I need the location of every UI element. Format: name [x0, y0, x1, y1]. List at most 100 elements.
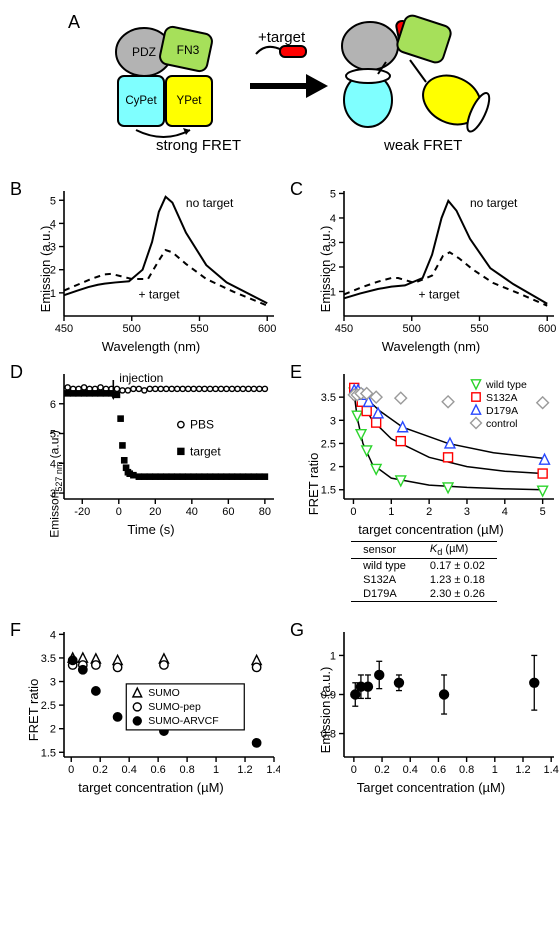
panel-c-label: C [290, 179, 303, 200]
svg-text:PDZ: PDZ [132, 45, 156, 59]
svg-text:6: 6 [50, 399, 56, 411]
svg-text:1: 1 [492, 764, 498, 776]
svg-text:0.4: 0.4 [122, 764, 137, 776]
svg-text:0.2: 0.2 [93, 764, 108, 776]
svg-text:1: 1 [388, 506, 394, 518]
panel-f-xlabel: target concentration (µM) [8, 780, 280, 795]
svg-text:0.8: 0.8 [459, 764, 474, 776]
svg-text:550: 550 [190, 323, 208, 335]
svg-text:5: 5 [540, 506, 546, 518]
svg-text:2: 2 [330, 462, 336, 474]
svg-text:550: 550 [470, 323, 488, 335]
panel-e-chart: 0123451.522.533.5wild typeS132AD179Acont… [302, 366, 560, 521]
svg-text:2: 2 [426, 506, 432, 518]
svg-text:0: 0 [68, 764, 74, 776]
svg-text:500: 500 [123, 323, 141, 335]
svg-text:target: target [190, 444, 221, 458]
panel-b-ylabel: Emission (a.u.) [38, 225, 53, 312]
svg-text:5: 5 [50, 195, 56, 207]
svg-text:450: 450 [55, 323, 73, 335]
kd-hdr-kd: Kd (µM) [418, 542, 497, 559]
svg-text:1.5: 1.5 [41, 747, 56, 759]
panel-b-xlabel: Wavelength (nm) [8, 339, 280, 354]
panel-f: F FRET ratio 00.20.40.60.811.21.41.522.5… [8, 624, 280, 795]
svg-text:PBS: PBS [190, 418, 214, 432]
svg-text:+ target: + target [419, 287, 461, 301]
panel-a: A PDZ FN3 CyPet YPet strong FRET +target [8, 12, 552, 177]
svg-text:no target: no target [470, 196, 518, 210]
svg-text:1: 1 [213, 764, 219, 776]
kd-r2c1: 2.30 ± 0.26 [418, 587, 497, 602]
svg-text:80: 80 [259, 506, 271, 518]
panel-a-label: A [68, 12, 80, 33]
panel-e-label: E [290, 362, 302, 383]
svg-text:3: 3 [330, 415, 336, 427]
svg-text:control: control [486, 418, 518, 430]
kd-r1c1: 1.23 ± 0.18 [418, 573, 497, 587]
kd-hdr-sensor: sensor [351, 542, 418, 559]
svg-text:1.4: 1.4 [544, 764, 559, 776]
svg-text:wild type: wild type [485, 379, 527, 391]
svg-text:2.5: 2.5 [321, 438, 336, 450]
svg-text:450: 450 [335, 323, 353, 335]
svg-text:4: 4 [502, 506, 508, 518]
svg-text:0: 0 [351, 764, 357, 776]
svg-text:0: 0 [350, 506, 356, 518]
svg-text:40: 40 [186, 506, 198, 518]
svg-text:2.5: 2.5 [41, 700, 56, 712]
panel-f-chart: 00.20.40.60.811.21.41.522.533.54SUMOSUMO… [22, 624, 280, 779]
kd-r0c1: 0.17 ± 0.02 [418, 559, 497, 574]
panel-f-label: F [10, 620, 21, 641]
svg-text:4: 4 [330, 213, 336, 225]
panel-e: E FRET ratio 0123451.522.533.5wild typeS… [288, 366, 560, 602]
svg-text:S132A: S132A [486, 392, 518, 404]
svg-text:600: 600 [258, 323, 276, 335]
svg-text:FN3: FN3 [177, 43, 200, 57]
svg-text:SUMO-pep: SUMO-pep [148, 701, 201, 713]
svg-text:1.4: 1.4 [266, 764, 280, 776]
panel-c-xlabel: Wavelength (nm) [288, 339, 560, 354]
panel-d-ylabel: Emisson527 nm (a.u.) [48, 430, 64, 537]
panel-b-label: B [10, 179, 22, 200]
panel-c: C Emission (a.u.) 45050055060012345no ta… [288, 183, 560, 354]
svg-text:3: 3 [464, 506, 470, 518]
panel-e-xlabel: target concentration (µM) [288, 522, 560, 537]
panel-f-ylabel: FRET ratio [26, 678, 41, 741]
svg-text:3: 3 [50, 677, 56, 689]
panel-e-ylabel: FRET ratio [306, 453, 321, 516]
svg-text:0.6: 0.6 [431, 764, 446, 776]
plus-target-label: +target [258, 29, 306, 46]
weak-fret-label: weak FRET [383, 137, 462, 154]
svg-text:-20: -20 [74, 506, 90, 518]
svg-text:0.2: 0.2 [374, 764, 389, 776]
svg-text:20: 20 [149, 506, 161, 518]
svg-text:injection: injection [119, 371, 163, 385]
svg-text:3.5: 3.5 [41, 653, 56, 665]
panel-d-label: D [10, 362, 23, 383]
panel-d: D Emisson527 nm (a.u.) -200204060803456i… [8, 366, 280, 602]
svg-text:0: 0 [116, 506, 122, 518]
kd-r0c0: wild type [351, 559, 418, 574]
svg-text:+ target: + target [139, 288, 181, 302]
panel-g: G Emission (a.u.) 00.20.40.60.811.21.40.… [288, 624, 560, 795]
svg-text:0.4: 0.4 [403, 764, 418, 776]
svg-text:0.6: 0.6 [150, 764, 165, 776]
panel-a-diagram: PDZ FN3 CyPet YPet strong FRET +target [88, 12, 528, 172]
panel-g-label: G [290, 620, 304, 641]
svg-text:60: 60 [222, 506, 234, 518]
svg-text:5: 5 [330, 188, 336, 200]
svg-text:0.8: 0.8 [179, 764, 194, 776]
svg-text:600: 600 [538, 323, 556, 335]
svg-text:SUMO-ARVCF: SUMO-ARVCF [148, 715, 218, 727]
svg-text:1: 1 [330, 651, 336, 663]
svg-text:1.2: 1.2 [515, 764, 530, 776]
panel-b: B Emission (a.u.) 45050055060012345no ta… [8, 183, 280, 354]
svg-text:SUMO: SUMO [148, 687, 180, 699]
kd-r1c0: S132A [351, 573, 418, 587]
svg-text:D179A: D179A [486, 405, 518, 417]
svg-text:1.5: 1.5 [321, 485, 336, 497]
panel-g-ylabel: Emission (a.u.) [318, 666, 333, 753]
svg-text:2: 2 [50, 724, 56, 736]
panel-g-xlabel: Target concentration (µM) [288, 780, 560, 795]
panel-b-chart: 45050055060012345no target+ target [22, 183, 280, 338]
